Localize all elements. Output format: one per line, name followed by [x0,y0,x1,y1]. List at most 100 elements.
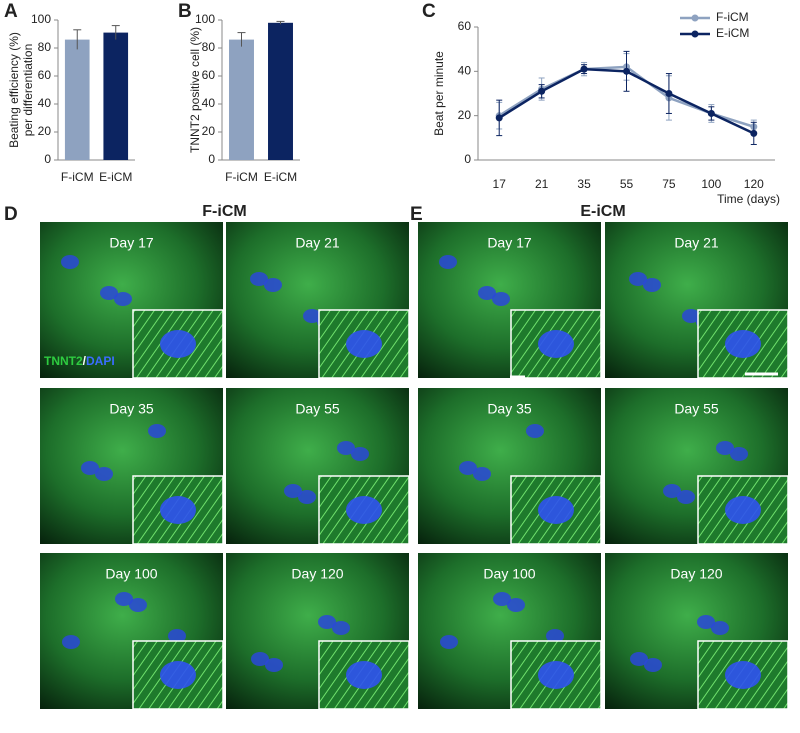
day-label: Day 100 [483,566,535,582]
nucleus [95,467,113,481]
nucleus [114,292,132,306]
y-tick-label: 80 [202,40,216,54]
point [707,109,715,117]
panel-letter: C [422,1,436,22]
nucleus [264,278,282,292]
y-axis-label: Beating efficiency (%) [7,32,21,148]
nucleus [440,635,458,649]
x-tick-label: 21 [535,177,549,191]
y-tick-label: 0 [44,152,51,166]
day-label: Day 17 [487,235,532,251]
nucleus [526,424,544,438]
y-tick-label: 40 [458,64,472,78]
y-tick-label: 40 [38,96,52,110]
nucleus [61,255,79,269]
nucleus [711,621,729,635]
nucleus [473,467,491,481]
day-label: Day 35 [109,401,154,417]
panel-letter: B [178,1,192,22]
nucleus [129,598,147,612]
day-label: Day 35 [487,401,532,417]
panel-title: E-iCM [580,203,625,220]
nucleus [478,286,496,300]
nucleus [318,615,336,629]
nucleus [630,652,648,666]
inset-nucleus [160,330,196,358]
nucleus [663,484,681,498]
nucleus [337,441,355,455]
stain-part: DAPI [86,354,115,368]
nucleus [507,598,525,612]
inset [510,309,602,379]
x-tick-label: 17 [493,177,507,191]
nucleus [100,286,118,300]
panel-title: F-iCM [202,203,246,220]
inset-nucleus [160,661,196,689]
bar [268,22,293,160]
nucleus [251,652,269,666]
nucleus [644,658,662,672]
inset-nucleus [538,330,574,358]
y-tick-label: 60 [202,68,216,82]
day-label: Day 21 [295,235,340,251]
nucleus [115,592,133,606]
inset-nucleus [725,661,761,689]
x-tick-label: 35 [577,177,591,191]
y-tick-label: 20 [202,124,216,138]
y-tick-label: 60 [38,68,52,82]
y-tick-label: 0 [208,152,215,166]
nucleus [265,658,283,672]
y-tick-label: 20 [458,108,472,122]
x-tick-label: F-iCM [225,170,258,184]
point [495,114,503,122]
nucleus [148,424,166,438]
nucleus [492,292,510,306]
point [580,65,588,73]
day-label: Day 21 [674,235,719,251]
x-axis-label: Time (days) [717,192,780,206]
legend-marker [691,14,699,22]
y-tick-label: 0 [464,152,471,166]
y-axis-label: Beat per minute [432,51,446,136]
panel-letter: A [4,1,18,22]
legend-label: E-iCM [716,26,749,40]
nucleus [493,592,511,606]
nucleus [546,629,564,643]
nucleus [284,484,302,498]
x-tick-label: E-iCM [264,170,297,184]
y-tick-label: 100 [195,12,215,26]
point [538,87,546,95]
nucleus [298,490,316,504]
legend-label: F-iCM [716,10,749,24]
day-label: Day 120 [670,566,722,582]
nucleus [459,461,477,475]
nucleus [303,309,321,323]
inset-nucleus [538,661,574,689]
panel-letter: E [410,204,423,225]
point [665,90,673,97]
nucleus [682,309,700,323]
bar [64,39,90,160]
inset-nucleus [346,330,382,358]
inset-nucleus [538,496,574,524]
inset [318,309,410,379]
stain-label: TNNT2/DAPI [44,354,115,368]
nucleus [439,255,457,269]
nucleus [62,635,80,649]
nucleus [81,461,99,475]
legend-marker [691,30,699,38]
inset-nucleus [346,661,382,689]
day-label: Day 17 [109,235,154,251]
inset-nucleus [725,330,761,358]
y-tick-label: 60 [458,19,472,33]
y-tick-label: 20 [38,124,52,138]
panel-letter: D [4,204,18,225]
nucleus [697,615,715,629]
nucleus [716,441,734,455]
x-tick-label: F-iCM [61,170,94,184]
bar [103,32,129,160]
x-tick-label: 75 [662,177,676,191]
nucleus [730,447,748,461]
bar [229,39,254,160]
